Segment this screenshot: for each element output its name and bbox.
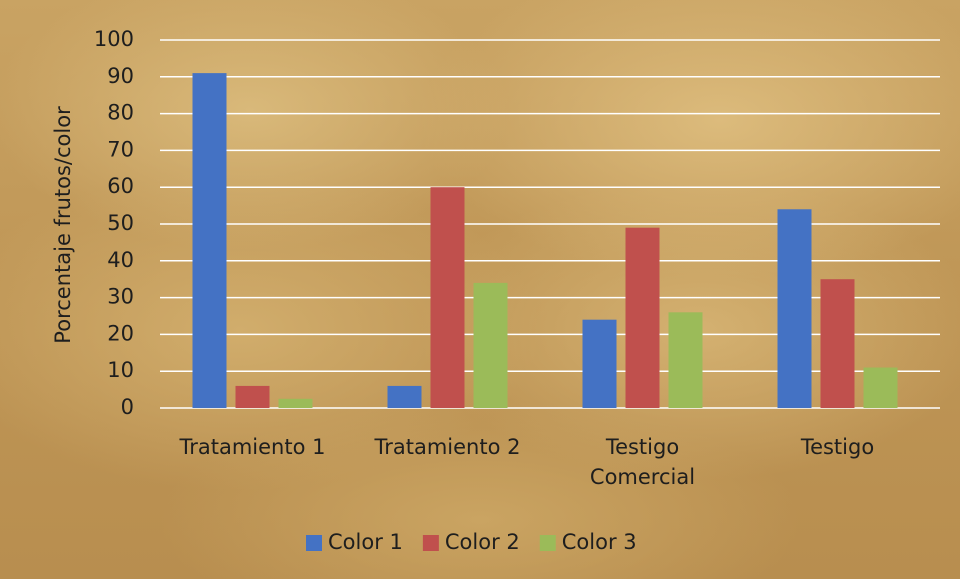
- y-tick-label: 100: [94, 27, 134, 51]
- bar: [820, 279, 855, 408]
- y-tick-label: 60: [107, 174, 134, 198]
- y-tick-label: 90: [107, 64, 134, 88]
- legend-label: Color 3: [562, 530, 637, 554]
- x-tick-label: Tratamiento 1: [179, 435, 326, 459]
- y-tick-label: 20: [107, 321, 134, 345]
- bar: [863, 367, 898, 408]
- legend-label: Color 1: [328, 530, 403, 554]
- bar: [668, 312, 703, 408]
- y-tick-label: 50: [107, 211, 134, 235]
- legend-label: Color 2: [445, 530, 520, 554]
- bar: [777, 209, 812, 408]
- y-tick-label: 10: [107, 358, 134, 382]
- bar: [278, 398, 313, 408]
- y-tick-label: 70: [107, 137, 134, 161]
- y-tick-label: 30: [107, 285, 134, 309]
- bar: [625, 227, 660, 408]
- y-axis-label: Porcentaje frutos/color: [51, 106, 75, 344]
- legend-swatch: [422, 535, 439, 551]
- bar: [235, 385, 270, 408]
- legend-swatch: [539, 535, 556, 551]
- y-tick-label: 80: [107, 101, 134, 125]
- bar: [387, 385, 422, 408]
- bar: [582, 319, 617, 408]
- y-tick-label: 40: [107, 248, 134, 272]
- bar: [430, 187, 465, 408]
- x-tick-label: Testigo: [800, 435, 875, 459]
- legend-swatch: [306, 535, 322, 551]
- x-tick-label: Testigo Comercial: [589, 435, 696, 489]
- y-tick-label: 0: [121, 395, 134, 419]
- x-tick-label: Tratamiento 2: [374, 435, 521, 459]
- bar: [192, 73, 227, 409]
- bar: [473, 282, 508, 408]
